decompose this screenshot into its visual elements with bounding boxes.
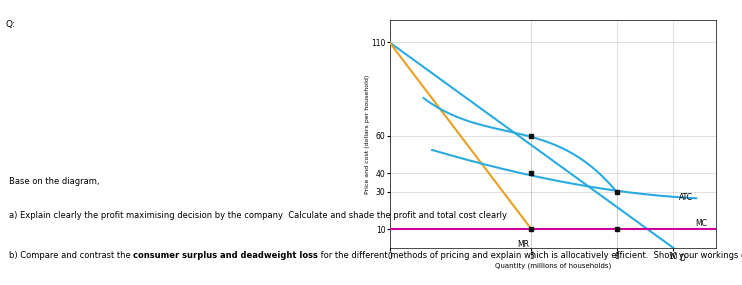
Text: D: D [679, 254, 685, 262]
Text: Base on the diagram,: Base on the diagram, [9, 177, 99, 186]
Text: Q:: Q: [6, 20, 16, 29]
Text: MC: MC [696, 219, 708, 228]
Text: b) Compare and contrast the: b) Compare and contrast the [9, 251, 134, 260]
Text: ATC: ATC [679, 193, 693, 202]
X-axis label: Quantity (millions of households): Quantity (millions of households) [495, 262, 611, 269]
Text: MR: MR [517, 241, 529, 249]
Y-axis label: Price and cost (dollars per household): Price and cost (dollars per household) [364, 74, 370, 194]
Text: for the different methods of pricing and explain which is allocatively efficient: for the different methods of pricing and… [318, 251, 742, 260]
Text: a) Explain clearly the profit maximising decision by the company  Calculate and : a) Explain clearly the profit maximising… [9, 211, 507, 220]
Text: consumer surplus and deadweight loss: consumer surplus and deadweight loss [134, 251, 318, 260]
